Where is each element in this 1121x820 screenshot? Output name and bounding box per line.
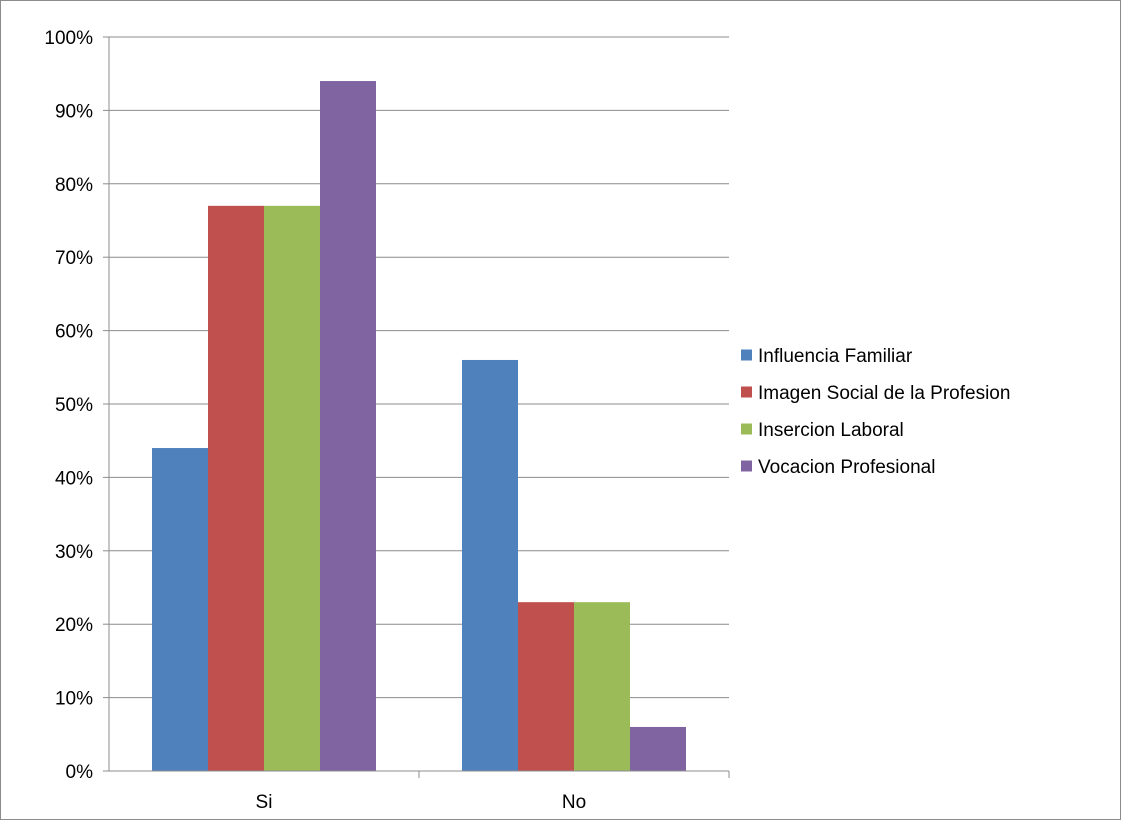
legend-swatch (741, 423, 752, 435)
y-tick-label: 100% (44, 28, 93, 49)
bar-imagen-social-de-la-profesion-si (208, 205, 264, 771)
bar-influencia-familiar-no (462, 359, 518, 771)
bar-imagen-social-de-la-profesion-no (518, 602, 574, 771)
bar-influencia-familiar-si (152, 448, 208, 771)
legend-swatch (741, 386, 752, 398)
x-category-label: No (562, 792, 586, 813)
y-tick-label: 60% (55, 322, 93, 343)
legend-label: Insercion Laboral (758, 420, 904, 441)
bar-insercion-laboral-no (574, 602, 630, 771)
y-tick-label: 0% (66, 762, 94, 783)
y-tick-label: 80% (55, 175, 93, 196)
legend: Influencia Familiar Imagen Social de la P… (741, 346, 1010, 478)
y-tick-label: 10% (55, 689, 93, 710)
bar-vocacion-profesional-si (320, 81, 376, 772)
legend-label: Imagen Social de la Profesion (758, 383, 1010, 404)
bars (152, 81, 686, 772)
legend-label: Influencia Familiar (758, 346, 913, 367)
legend-swatch (741, 460, 752, 472)
bar-insercion-laboral-si (264, 205, 320, 771)
y-tick-label: 90% (55, 101, 93, 122)
bar-vocacion-profesional-no (630, 726, 686, 771)
legend-label: Vocacion Profesional (758, 457, 935, 478)
y-tick-label: 70% (55, 248, 93, 269)
axes: 0% 10% 20% 30% 40% 50% 60% 70% 80% 90% 100% Si No (44, 28, 730, 813)
y-tick-label: 20% (55, 615, 93, 636)
y-tick-label: 40% (55, 468, 93, 489)
x-category-label: Si (256, 792, 273, 813)
y-tick-label: 30% (55, 542, 93, 563)
y-tick-label: 50% (55, 395, 93, 416)
legend-swatch (741, 349, 752, 361)
